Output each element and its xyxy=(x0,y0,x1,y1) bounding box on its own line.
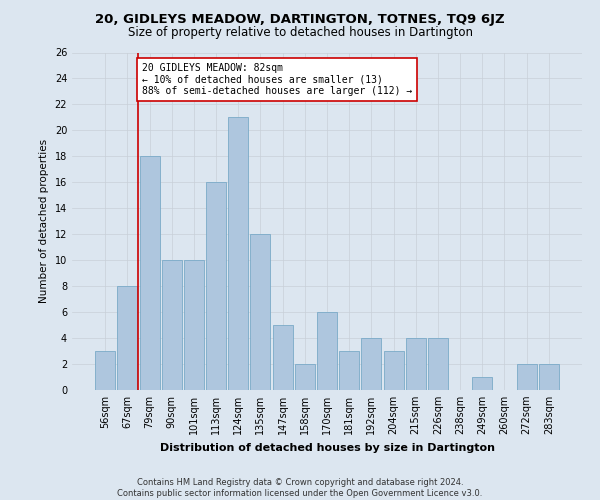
Bar xyxy=(228,118,248,390)
Bar xyxy=(162,260,182,390)
Text: 20 GIDLEYS MEADOW: 82sqm
← 10% of detached houses are smaller (13)
88% of semi-d: 20 GIDLEYS MEADOW: 82sqm ← 10% of detach… xyxy=(142,63,412,96)
Text: Size of property relative to detached houses in Dartington: Size of property relative to detached ho… xyxy=(128,26,473,39)
Y-axis label: Number of detached properties: Number of detached properties xyxy=(39,139,49,304)
Bar xyxy=(428,338,448,390)
Bar xyxy=(361,338,382,390)
Bar xyxy=(517,364,536,390)
Bar xyxy=(406,338,426,390)
Bar xyxy=(140,156,160,390)
Bar xyxy=(95,351,115,390)
Bar xyxy=(118,286,137,390)
Bar xyxy=(272,325,293,390)
Bar xyxy=(339,351,359,390)
Bar xyxy=(206,182,226,390)
Text: 20, GIDLEYS MEADOW, DARTINGTON, TOTNES, TQ9 6JZ: 20, GIDLEYS MEADOW, DARTINGTON, TOTNES, … xyxy=(95,12,505,26)
X-axis label: Distribution of detached houses by size in Dartington: Distribution of detached houses by size … xyxy=(160,442,494,452)
Bar xyxy=(383,351,404,390)
Bar xyxy=(472,377,492,390)
Bar xyxy=(539,364,559,390)
Bar xyxy=(295,364,315,390)
Bar xyxy=(250,234,271,390)
Text: Contains HM Land Registry data © Crown copyright and database right 2024.
Contai: Contains HM Land Registry data © Crown c… xyxy=(118,478,482,498)
Bar xyxy=(184,260,204,390)
Bar xyxy=(317,312,337,390)
